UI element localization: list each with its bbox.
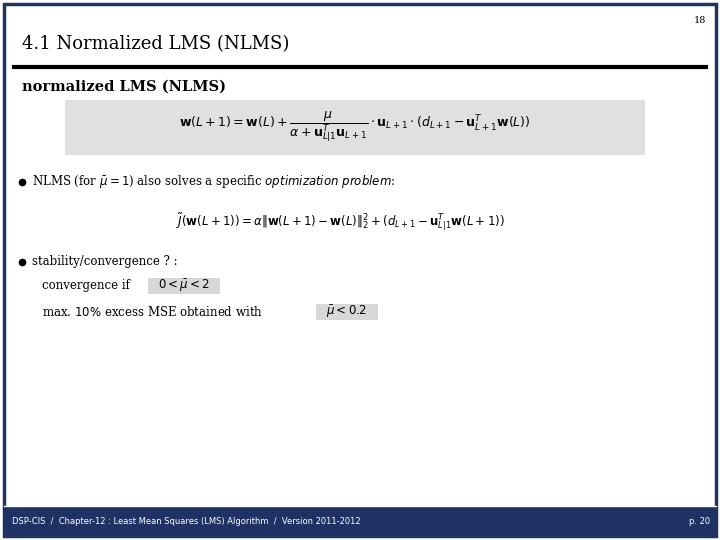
Text: $0 < \bar{\mu} < 2$: $0 < \bar{\mu} < 2$ <box>158 278 210 294</box>
Bar <box>148 278 220 294</box>
Bar <box>316 304 378 320</box>
Bar <box>65 100 645 155</box>
Text: max. $10\%$ excess MSE obtained with: max. $10\%$ excess MSE obtained with <box>42 305 264 319</box>
Text: $\tilde{J}(\mathbf{w}(L+1)) = \alpha\|\mathbf{w}(L+1) - \mathbf{w}(L)\|_2^2 + (d: $\tilde{J}(\mathbf{w}(L+1)) = \alpha\|\m… <box>176 211 505 233</box>
Text: NLMS (for $\bar{\mu} = 1$) also solves a specific $\mathit{optimization\ problem: NLMS (for $\bar{\mu} = 1$) also solves a… <box>32 173 395 191</box>
Text: 18: 18 <box>693 16 706 25</box>
Text: DSP-CIS  /  Chapter-12 : Least Mean Squares (LMS) Algorithm  /  Version 2011-201: DSP-CIS / Chapter-12 : Least Mean Square… <box>12 516 361 525</box>
Text: 4.1 Normalized LMS (NLMS): 4.1 Normalized LMS (NLMS) <box>22 35 289 53</box>
Text: p. 20: p. 20 <box>689 516 710 525</box>
Text: $\bar{\mu} < 0.2$: $\bar{\mu} < 0.2$ <box>326 304 367 320</box>
Bar <box>4 506 716 536</box>
Text: convergence if: convergence if <box>42 280 134 293</box>
Text: normalized LMS (NLMS): normalized LMS (NLMS) <box>22 80 226 94</box>
Text: $\mathbf{w}(L+1) = \mathbf{w}(L) + \dfrac{\mu}{\alpha+\mathbf{u}_{L|1}^T\mathbf{: $\mathbf{w}(L+1) = \mathbf{w}(L) + \dfra… <box>179 110 531 144</box>
Text: stability/convergence ? :: stability/convergence ? : <box>32 255 178 268</box>
